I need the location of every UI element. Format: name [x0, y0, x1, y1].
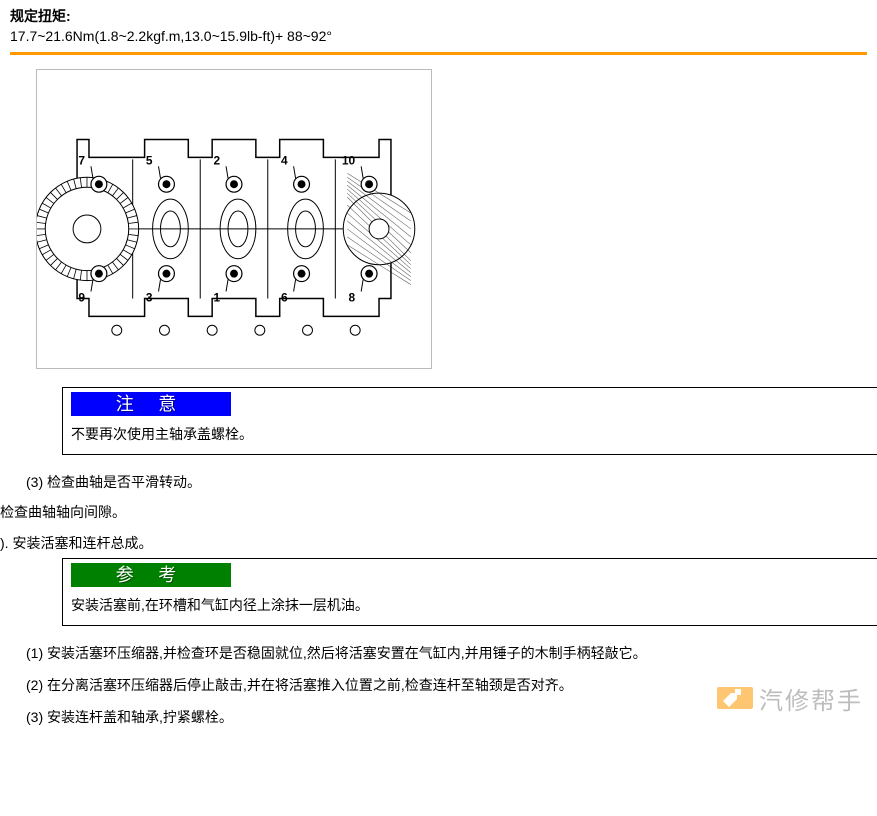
svg-text:1: 1: [213, 290, 220, 304]
caution-header: 注 意: [71, 392, 231, 416]
section-divider: [10, 52, 867, 55]
reference-box: 参 考 安装活塞前,在环槽和气缸内径上涂抹一层机油。: [62, 558, 877, 626]
wrench-icon: [717, 687, 753, 709]
svg-text:4: 4: [281, 153, 288, 167]
torque-label: 规定扭矩:: [10, 6, 867, 26]
reference-body: 安装活塞前,在环槽和气缸内径上涂抹一层机油。: [71, 595, 869, 615]
svg-text:3: 3: [146, 290, 153, 304]
torque-value: 17.7~21.6Nm(1.8~2.2kgf.m,13.0~15.9lb-ft)…: [10, 28, 867, 44]
engine-block-svg: 7 5 2 4 10 9 3 1 6 8: [37, 70, 431, 368]
step-check-clearance: 检查曲轴轴向间隙。: [0, 497, 877, 527]
svg-text:7: 7: [78, 153, 85, 167]
svg-text:8: 8: [349, 290, 356, 304]
reference-header: 参 考: [71, 563, 231, 587]
caution-body: 不要再次使用主轴承盖螺栓。: [71, 424, 869, 444]
step-sub-3: (3) 检查曲轴是否平滑转动。: [0, 467, 877, 497]
substep-1: (1) 安装活塞环压缩器,并检查环是否稳固就位,然后将活塞安置在气缸内,并用锤子…: [0, 638, 877, 670]
watermark: 汽修帮手: [717, 681, 863, 716]
bolt-sequence-diagram: 7 5 2 4 10 9 3 1 6 8: [36, 69, 432, 369]
step-main-install-piston: ). 安装活塞和连杆总成。: [0, 528, 877, 558]
watermark-text: 汽修帮手: [759, 681, 863, 716]
svg-text:5: 5: [146, 153, 153, 167]
svg-text:9: 9: [78, 290, 85, 304]
caution-box: 注 意 不要再次使用主轴承盖螺栓。: [62, 387, 877, 455]
svg-text:10: 10: [342, 153, 356, 167]
svg-text:2: 2: [213, 153, 220, 167]
torque-spec: 规定扭矩: 17.7~21.6Nm(1.8~2.2kgf.m,13.0~15.9…: [0, 6, 877, 50]
svg-text:6: 6: [281, 290, 288, 304]
